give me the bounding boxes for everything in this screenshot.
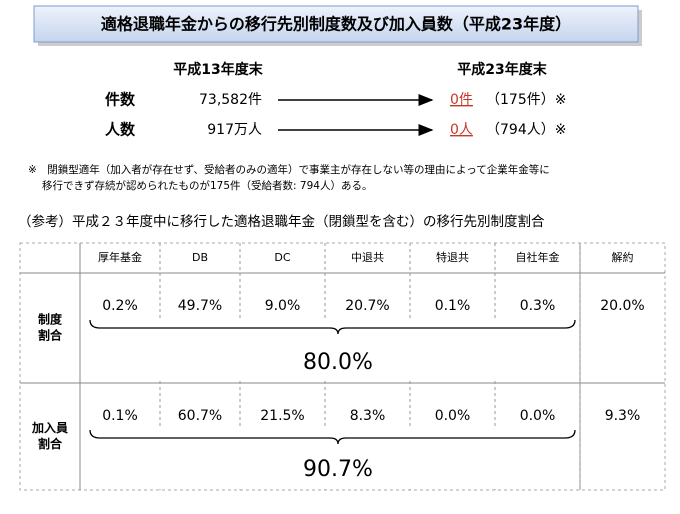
row-label: 件数	[105, 91, 136, 109]
value-cell: 20.0%	[600, 298, 644, 314]
title: 適格退職年金からの移行先別制度数及び加入員数（平成23年度）	[101, 15, 571, 34]
column-header: 平成23年度末	[457, 61, 547, 78]
row-label: 割合	[38, 328, 63, 343]
value-cell: 0.0%	[520, 408, 556, 424]
total-value: 80.0%	[303, 350, 373, 375]
value-cell: 0.1%	[102, 408, 138, 424]
value-cell: 8.3%	[350, 408, 386, 424]
value-cell: 20.7%	[345, 298, 389, 314]
value-cell: 0.0%	[435, 408, 471, 424]
after-value: 0件	[450, 92, 473, 108]
value-cell: 60.7%	[178, 408, 222, 424]
header-cell: 自社年金	[516, 250, 560, 264]
row-label: 加入員	[31, 420, 68, 435]
after-note: （175件）※	[486, 92, 566, 108]
row-label: 制度	[38, 312, 63, 327]
brace	[89, 429, 576, 445]
value-cell: 0.2%	[102, 298, 138, 314]
after-value: 0人	[450, 122, 473, 138]
before-value: 917万人	[207, 122, 262, 138]
row-label: 人数	[105, 121, 136, 139]
value-cell: 21.5%	[260, 408, 304, 424]
value-cell: 0.3%	[520, 298, 556, 314]
footnote: 移行できず存続が認められたものが175件（受給者数: 794人）ある。	[42, 179, 372, 192]
total-value: 90.7%	[303, 457, 373, 482]
title-box	[33, 5, 639, 43]
after-note: （794人）※	[486, 122, 566, 138]
header-cell: 解約	[612, 250, 634, 264]
value-cell: 0.1%	[435, 298, 471, 314]
value-cell: 9.0%	[265, 298, 301, 314]
footnote: ※ 閉鎖型適年（加入者が存在せず、受給者のみの適年）で事業主が存在しない等の理由…	[28, 163, 550, 176]
header-cell: DC	[274, 251, 290, 264]
value-cell: 49.7%	[178, 298, 222, 314]
value-cell: 9.3%	[605, 408, 641, 424]
header-cell: 特退共	[436, 250, 469, 264]
before-value: 73,582件	[199, 92, 262, 108]
header-cell: DB	[192, 251, 208, 264]
header-cell: 厚年基金	[98, 250, 142, 264]
header-cell: 中退共	[351, 251, 384, 264]
reference-title: （参考）平成２３年度中に移行した適格退職年金（閉鎖型を含む）の移行先別制度割合	[18, 213, 545, 230]
row-label: 割合	[38, 436, 63, 451]
column-header: 平成13年度末	[173, 61, 263, 78]
brace	[89, 319, 576, 335]
